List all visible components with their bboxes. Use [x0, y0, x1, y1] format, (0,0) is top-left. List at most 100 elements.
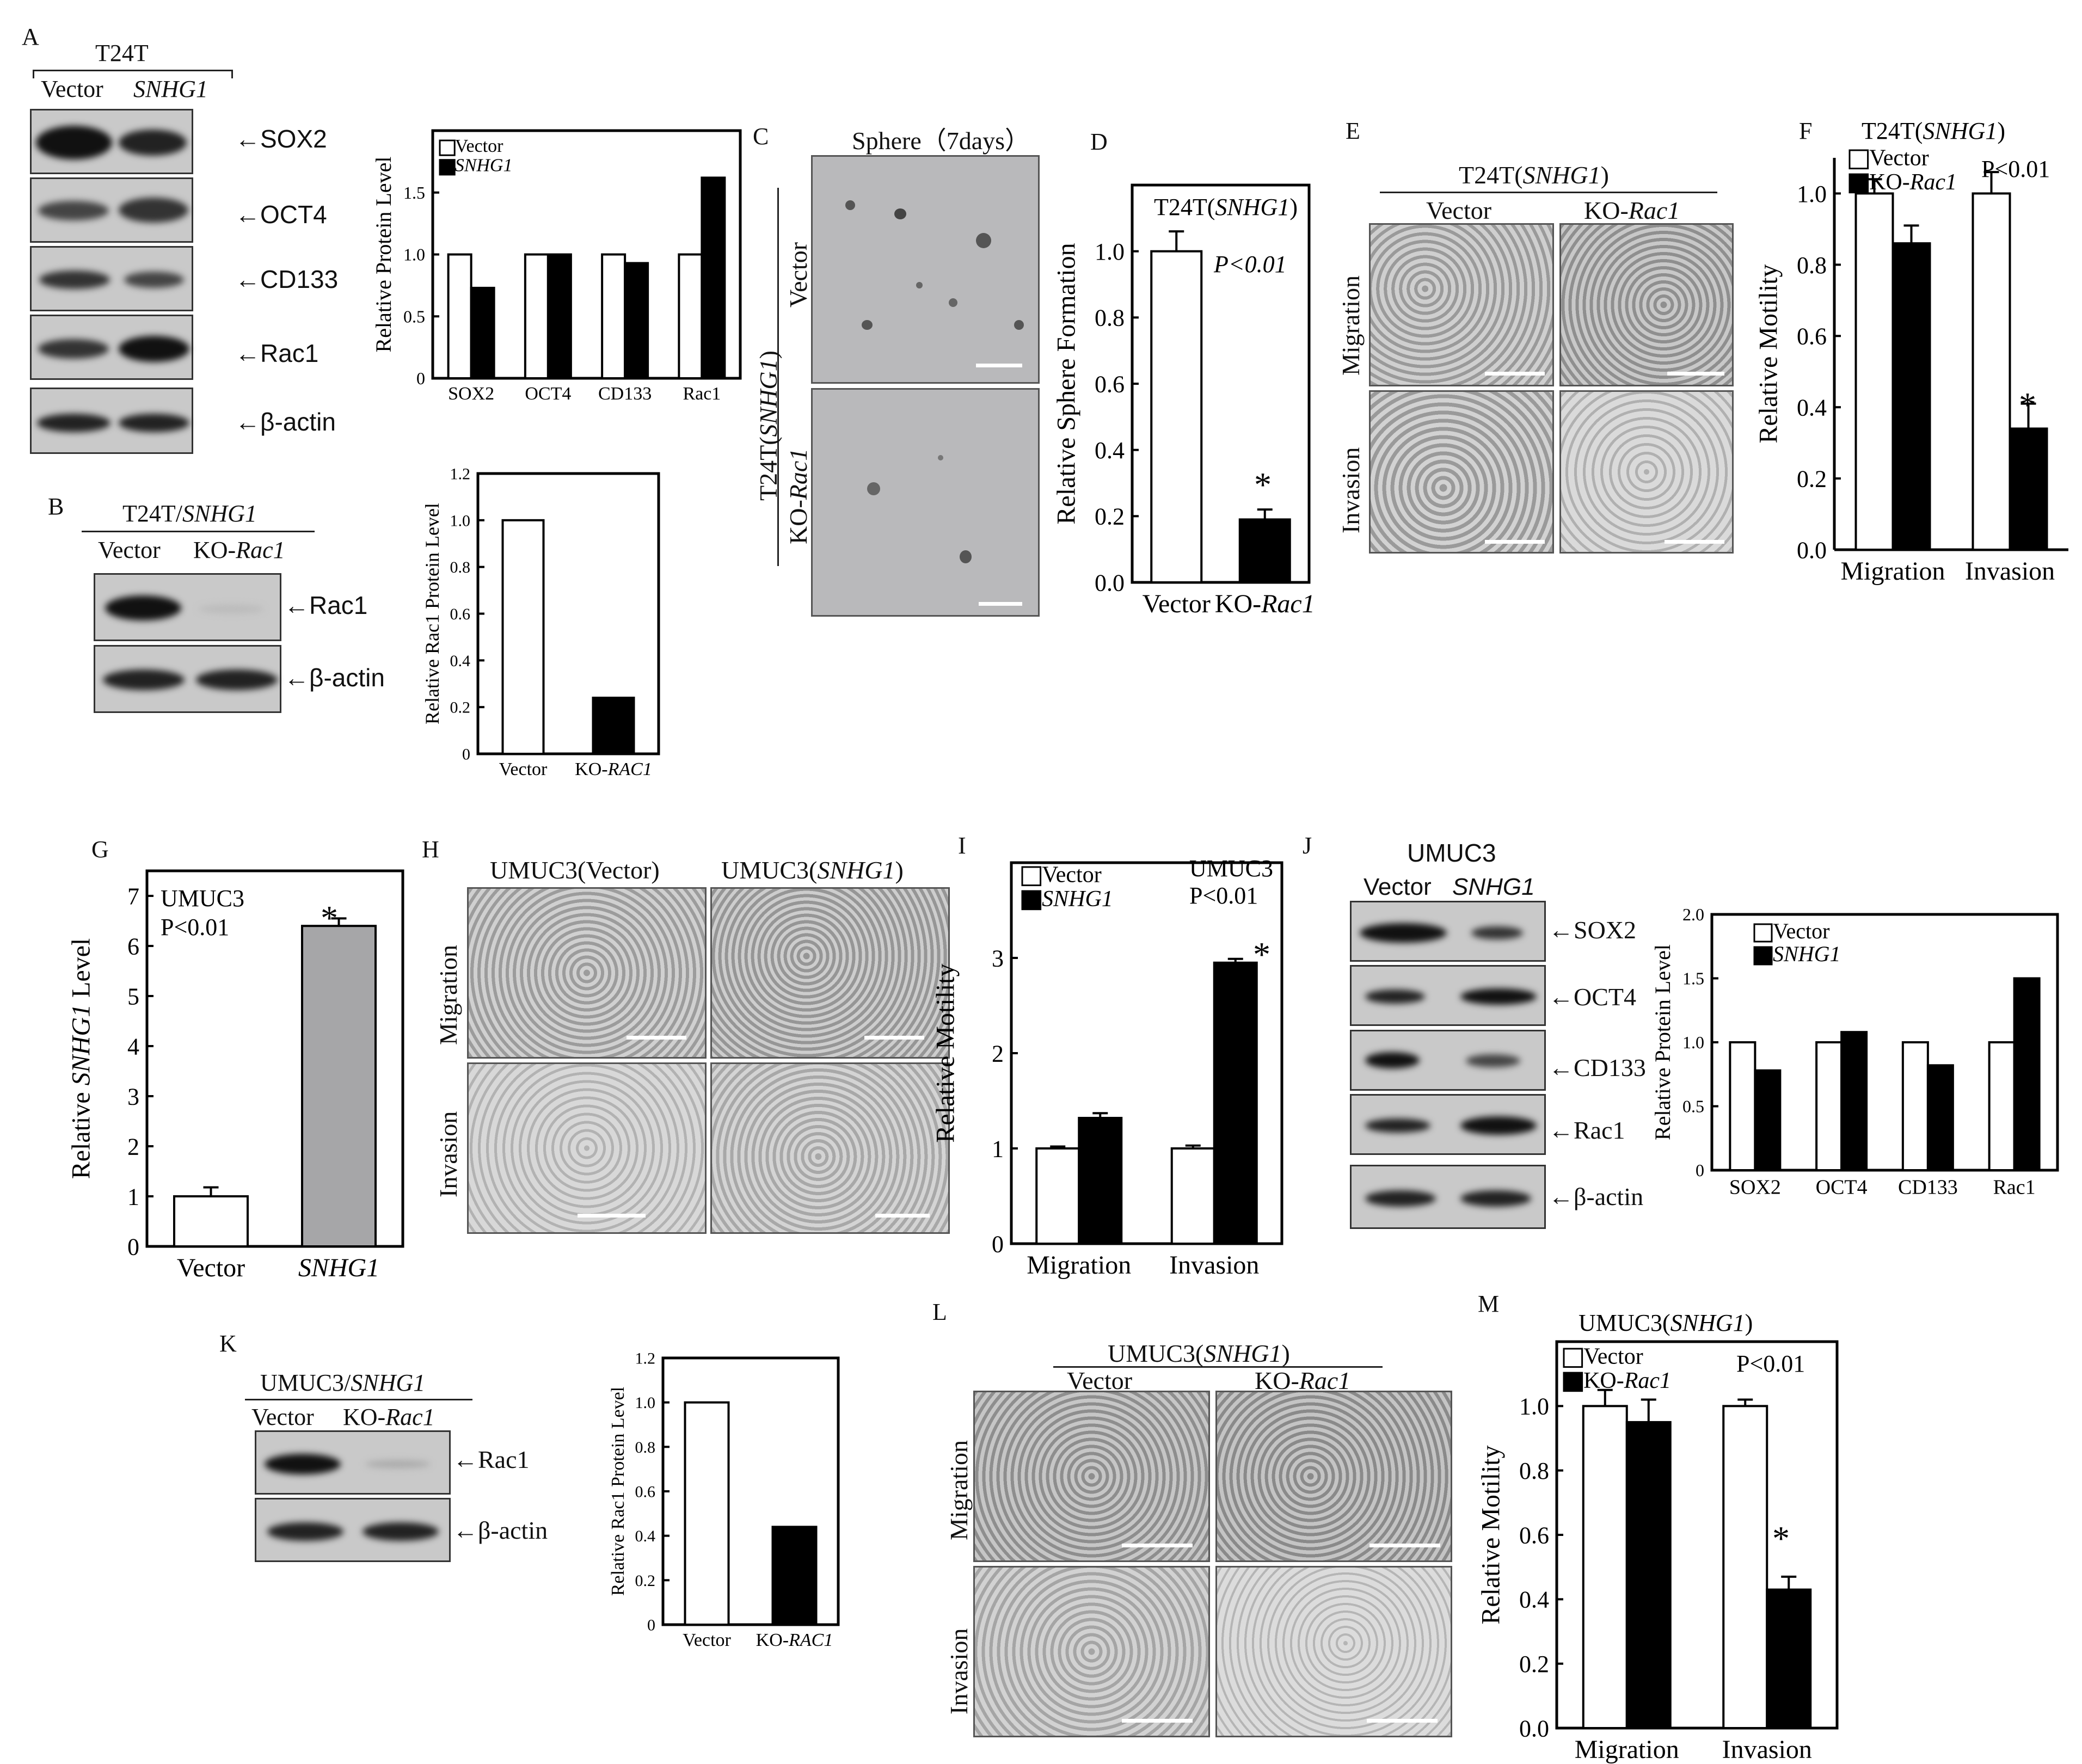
blot-j-cd133: [1350, 1030, 1546, 1091]
blot-k-rac1: [255, 1430, 451, 1495]
chart-f-bar: [2009, 427, 2048, 551]
blot-j-label-sox2: ←SOX2: [1549, 916, 1637, 944]
chart-f-bar: [1891, 242, 1931, 551]
chart-b-bar: [592, 697, 635, 755]
chart-i-legend-label: SNHG1: [1042, 887, 1113, 912]
blot-j-lane-snhg1: SNHG1: [1452, 874, 1535, 900]
chart-a-ytick-label: 0: [416, 368, 425, 388]
blot-b-rac1: [94, 573, 281, 641]
blot-j-label-oct4: ←OCT4: [1549, 983, 1636, 1011]
chart-k-ytick-label: 0.6: [635, 1483, 656, 1501]
chart-f-ytick-label: 0.6: [1797, 323, 1827, 350]
chart-a-bar: [470, 286, 495, 379]
chart-g-ytick-label: 0: [127, 1233, 139, 1260]
blot-b-lane-ko: KO-Rac1: [193, 537, 285, 563]
h-image-invasion-snhg1: [710, 1062, 950, 1234]
l-image-invasion-ko: [1215, 1566, 1452, 1737]
chart-m-ytick-label: 0.6: [1519, 1522, 1549, 1548]
chart-a-bar: [546, 253, 572, 379]
e-image-migration-vector: [1369, 223, 1554, 386]
blot-k-bracket: [245, 1399, 472, 1400]
chart-j-ytick-label: 0: [1696, 1160, 1704, 1180]
h-image-migration-snhg1: [710, 887, 950, 1059]
h-image-migration-vector: [467, 887, 707, 1059]
chart-j-bar: [1926, 1064, 1954, 1172]
chart-f-ytick-label: 0.2: [1797, 465, 1827, 492]
chart-i-category-label: Invasion: [1169, 1251, 1259, 1280]
chart-g-frame: [145, 869, 404, 1248]
l-col-ko: KO-Rac1: [1255, 1367, 1351, 1394]
chart-i-ytick-label: 1: [992, 1135, 1004, 1162]
chart-j-ylabel: Relative Protein Level: [1650, 944, 1675, 1140]
chart-k-ytick-label: 0.8: [635, 1439, 656, 1456]
chart-f-title: T24T(SNHG1): [1862, 118, 2005, 144]
chart-b-ytick-label: 1.0: [450, 512, 471, 530]
blot-a-rac1: [30, 315, 193, 380]
chart-g-ytick-label: 6: [127, 933, 139, 960]
chart-d-category-label: KO-Rac1: [1215, 589, 1315, 618]
chart-i-significance-star: *: [1253, 935, 1270, 974]
chart-f-category-label: Migration: [1841, 557, 1945, 586]
blot-k-lane-ko: KO-Rac1: [343, 1404, 435, 1430]
blot-j-sox2: [1350, 901, 1546, 962]
chart-b-ytick-label: 0.4: [450, 652, 471, 670]
chart-i-bar: [1213, 961, 1258, 1245]
blot-k-label-actin: ←β-actin: [453, 1516, 548, 1544]
chart-m-legend-swatch: [1563, 1348, 1583, 1368]
panel-letter-i: I: [958, 832, 966, 859]
chart-m-bar: [1722, 1405, 1768, 1729]
l-image-migration-vector: [973, 1391, 1210, 1562]
h-col-vector: UMUC3(Vector): [490, 856, 660, 884]
chart-a-legend-label: SNHG1: [455, 156, 513, 176]
chart-a-category-label: CD133: [598, 384, 652, 404]
chart-m-category-label: Migration: [1575, 1735, 1679, 1764]
chart-a-category-label: SOX2: [448, 384, 494, 404]
chart-a-bar: [447, 253, 472, 379]
chart-g-ylabel: Relative SNHG1 Level: [66, 938, 95, 1179]
chart-j-bar: [1754, 1069, 1782, 1171]
blot-a-cd133: [30, 246, 193, 311]
blot-b-lane-vector: Vector: [98, 537, 161, 563]
blot-k-lane-vector: Vector: [251, 1404, 314, 1430]
blot-a-label-oct4: ←OCT4: [235, 200, 327, 229]
chart-d-bar: [1150, 250, 1203, 583]
chart-d-bar: [1238, 518, 1291, 584]
chart-a-bar: [678, 253, 703, 379]
chart-j-category-label: CD133: [1898, 1176, 1958, 1199]
chart-i-ytick-label: 0: [992, 1231, 1004, 1257]
panel-letter-l: L: [932, 1299, 947, 1325]
chart-i-bar: [1078, 1117, 1123, 1245]
chart-k-ylabel: Relative Rac1 Protein Level: [608, 1387, 628, 1596]
chart-j-ytick-label: 2.0: [1682, 905, 1704, 924]
chart-g-ytick-label: 5: [127, 983, 139, 1010]
chart-d-category-label: Vector: [1143, 589, 1211, 618]
chart-j-category-label: SOX2: [1729, 1176, 1781, 1199]
sphere-bracket: [777, 188, 779, 566]
chart-j-bar: [1988, 1041, 2016, 1171]
e-col-vector: Vector: [1426, 196, 1492, 224]
chart-j-ytick-label: 1.0: [1682, 1032, 1704, 1052]
blot-a-sox2: [30, 109, 193, 174]
chart-k-ytick-label: 1.0: [635, 1394, 656, 1412]
chart-j-legend-label: SNHG1: [1773, 942, 1840, 966]
chart-j-legend-swatch: [1753, 946, 1773, 966]
blot-j-label-actin: ←β-actin: [1549, 1183, 1644, 1210]
chart-j-bar: [1901, 1041, 1929, 1171]
chart-a-bar: [701, 176, 726, 379]
l-image-invasion-vector: [973, 1566, 1210, 1737]
blot-a-bracket-left: [33, 70, 34, 78]
chart-g-ytick-label: 4: [127, 1033, 139, 1060]
chart-d-ytick-label: 1.0: [1095, 238, 1125, 265]
l-bracket: [1053, 1366, 1383, 1368]
chart-b-ytick-label: 0.8: [450, 558, 471, 576]
l-image-migration-ko: [1215, 1391, 1452, 1562]
chart-d-ytick-label: 0.0: [1095, 569, 1125, 596]
blot-j-lane-vector: Vector: [1364, 874, 1432, 900]
chart-i-legend-swatch: [1021, 866, 1042, 887]
chart-i-bar: [1170, 1147, 1215, 1245]
chart-a-bar: [601, 253, 627, 379]
chart-f-legend-label: Vector: [1869, 146, 1929, 171]
blot-j-actin: [1350, 1165, 1546, 1229]
chart-i-legend-label: Vector: [1042, 863, 1102, 888]
chart-j-bar: [1729, 1041, 1757, 1171]
